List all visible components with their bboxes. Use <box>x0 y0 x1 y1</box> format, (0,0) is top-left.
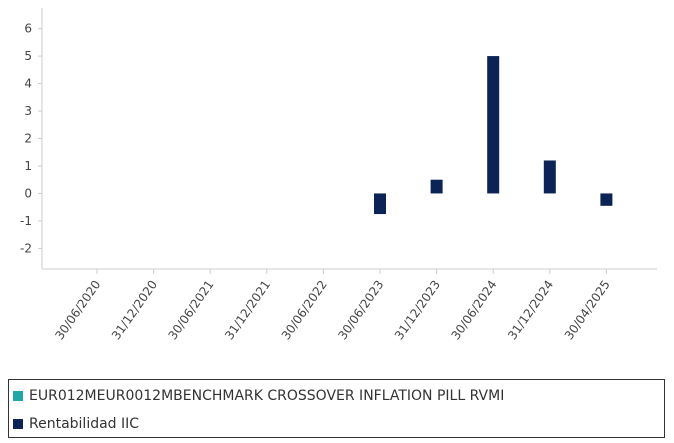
y-tick-label: 3 <box>24 104 32 118</box>
plot-frame <box>41 8 657 270</box>
x-tick-label: 30/06/2021 <box>166 278 217 343</box>
bar-30-06-2024[interactable] <box>487 56 500 194</box>
x-axis-ticks: 30/06/2020 31/12/2020 30/06/2021 31/12/2021… <box>52 269 613 342</box>
y-tick-label: 4 <box>24 77 32 91</box>
bar-30-04-2025[interactable] <box>600 193 613 206</box>
x-tick-label: 30/06/2023 <box>335 278 386 343</box>
bar-31-12-2023[interactable] <box>430 179 443 194</box>
legend-item-benchmark[interactable]: EUR012MEUR0012MBENCHMARK CROSSOVER INFLA… <box>13 386 504 406</box>
bars <box>374 56 613 215</box>
y-tick-label: 6 <box>24 22 32 36</box>
x-tick-label: 30/06/2020 <box>52 278 103 343</box>
y-axis-ticks: 6 5 4 3 2 1 0 -1 -2 <box>20 22 42 255</box>
legend: EUR012MEUR0012MBENCHMARK CROSSOVER INFLA… <box>8 379 665 438</box>
y-tick-label: -1 <box>20 214 32 228</box>
legend-label-benchmark: EUR012MEUR0012MBENCHMARK CROSSOVER INFLA… <box>29 388 505 404</box>
x-tick-label: 30/04/2025 <box>562 278 613 343</box>
legend-label-rentabilidad: Rentabilidad IIC <box>29 416 140 432</box>
y-tick-label: 2 <box>24 132 32 146</box>
x-tick-label: 31/12/2021 <box>222 278 273 343</box>
bar-31-12-2024[interactable] <box>543 160 556 194</box>
x-tick-label: 31/12/2020 <box>109 278 160 343</box>
legend-swatch-benchmark <box>13 391 23 401</box>
y-tick-label: 1 <box>24 159 32 173</box>
y-tick-label: 0 <box>24 186 32 200</box>
legend-swatch-rentabilidad <box>13 419 23 429</box>
legend-item-rentabilidad[interactable]: Rentabilidad IIC <box>13 414 139 434</box>
x-tick-label: 30/06/2022 <box>279 278 330 343</box>
bar-30-06-2023[interactable] <box>374 193 386 215</box>
x-tick-label: 31/12/2024 <box>505 278 556 343</box>
x-tick-label: 31/12/2023 <box>392 278 443 343</box>
x-tick-label: 30/06/2024 <box>449 278 500 343</box>
y-tick-label: 5 <box>24 49 32 63</box>
y-tick-label: -2 <box>20 241 32 255</box>
